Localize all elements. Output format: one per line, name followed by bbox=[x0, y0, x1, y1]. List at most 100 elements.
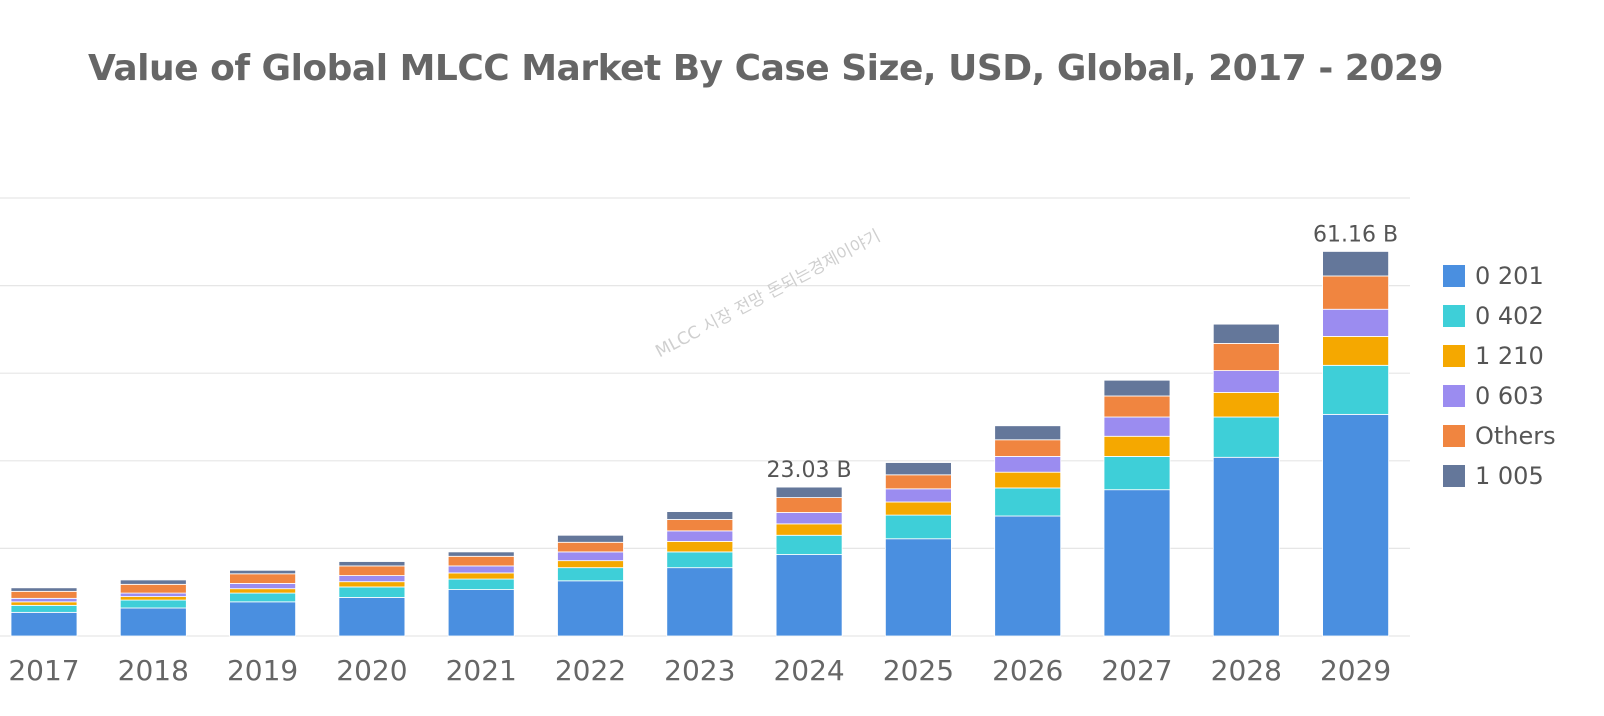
bar-segment bbox=[10, 587, 78, 592]
bar-segment bbox=[666, 567, 734, 637]
x-tick-label: 2017 bbox=[8, 654, 79, 687]
x-tick-label: 2018 bbox=[118, 654, 189, 687]
x-tick-label: 2029 bbox=[1320, 654, 1391, 687]
bar-segment bbox=[229, 601, 297, 637]
x-tick-label: 2025 bbox=[883, 654, 954, 687]
bar-segment bbox=[338, 565, 406, 576]
bar-segment bbox=[775, 534, 843, 555]
bar-segment bbox=[775, 554, 843, 637]
legend-label: 0 402 bbox=[1475, 302, 1544, 330]
bar-segment bbox=[557, 551, 624, 562]
bar-segment bbox=[1103, 395, 1171, 418]
bar-segment bbox=[338, 597, 406, 637]
bar-segment bbox=[119, 607, 187, 637]
bar-segment bbox=[557, 580, 624, 637]
chart-title: Value of Global MLCC Market By Case Size… bbox=[88, 48, 1444, 89]
legend-item: 0 603 bbox=[1443, 376, 1556, 416]
bar-segment bbox=[1103, 435, 1171, 457]
bar-segment bbox=[557, 560, 624, 569]
bar-segment bbox=[1212, 392, 1280, 418]
bar-segment bbox=[1212, 370, 1280, 393]
x-tick-label: 2020 bbox=[336, 654, 407, 687]
bar-segment bbox=[1322, 413, 1389, 637]
legend-item: Others bbox=[1443, 416, 1556, 456]
legend-swatch bbox=[1443, 465, 1465, 487]
legend-swatch bbox=[1443, 265, 1465, 287]
legend-swatch bbox=[1443, 385, 1465, 407]
bar-segment bbox=[557, 567, 624, 582]
bar-segment bbox=[338, 561, 406, 567]
bar-segment bbox=[885, 514, 952, 540]
bar-segment bbox=[119, 599, 187, 609]
legend-item: 1 005 bbox=[1443, 456, 1556, 496]
x-tick-label: 2022 bbox=[555, 654, 626, 687]
bar-segment bbox=[447, 572, 515, 580]
total-label: 23.03 B bbox=[767, 458, 852, 483]
bar-segment bbox=[557, 534, 624, 543]
bar-segment bbox=[666, 540, 734, 553]
bar-segment bbox=[1103, 416, 1171, 437]
legend-swatch bbox=[1443, 305, 1465, 327]
bar-segment bbox=[229, 569, 297, 575]
bar-segment bbox=[666, 511, 734, 520]
bar-segment bbox=[666, 530, 734, 542]
x-tick-label: 2026 bbox=[992, 654, 1063, 687]
bar-segment bbox=[10, 604, 78, 613]
bar-segment bbox=[229, 592, 297, 603]
bar-segment bbox=[119, 583, 187, 594]
bar-segment bbox=[775, 497, 843, 513]
bar-segment bbox=[1212, 323, 1280, 344]
bar-segment bbox=[10, 611, 78, 637]
x-tick-label: 2024 bbox=[773, 654, 844, 687]
x-tick-label: 2023 bbox=[664, 654, 735, 687]
bar-segment bbox=[775, 486, 843, 498]
bar-segment bbox=[1212, 343, 1280, 371]
bar-segment bbox=[447, 578, 515, 590]
bar-segment bbox=[994, 487, 1062, 517]
bar-segment bbox=[557, 541, 624, 553]
total-labels: 23.03 B 61.16 B bbox=[767, 222, 1399, 483]
bar-segment bbox=[229, 588, 297, 594]
bar-segment bbox=[775, 523, 843, 536]
legend: 0 201 0 402 1 210 0 603 Others 1 005 bbox=[1443, 256, 1556, 496]
bar-segment bbox=[885, 538, 952, 637]
x-tick-label: 2027 bbox=[1101, 654, 1172, 687]
bar-segment bbox=[1322, 336, 1389, 366]
x-axis-tick-labels: 2017 2018 2019 2020 2021 2022 2023 2024 2025 2026… bbox=[8, 654, 1391, 687]
bar-segment bbox=[885, 462, 952, 476]
bar-segment bbox=[338, 586, 406, 598]
bar-segment bbox=[10, 601, 78, 606]
bar-segment bbox=[1103, 456, 1171, 491]
bar-segment bbox=[885, 488, 952, 503]
bar-segment bbox=[666, 551, 734, 569]
bar-segment bbox=[1212, 416, 1280, 458]
total-label: 61.16 B bbox=[1313, 222, 1398, 247]
legend-label: Others bbox=[1475, 422, 1556, 450]
legend-swatch bbox=[1443, 425, 1465, 447]
x-tick-label: 2028 bbox=[1211, 654, 1282, 687]
legend-label: 0 201 bbox=[1475, 262, 1544, 290]
bar-segment bbox=[1212, 456, 1280, 637]
bar-segment bbox=[885, 501, 952, 516]
bar-segment bbox=[119, 592, 187, 597]
x-tick-label: 2021 bbox=[446, 654, 517, 687]
bar-segment bbox=[119, 579, 187, 585]
bar-segment bbox=[666, 519, 734, 532]
bar-segment bbox=[338, 581, 406, 588]
bar-segment bbox=[10, 597, 78, 603]
bar-segment bbox=[994, 425, 1062, 441]
bar-segment bbox=[1322, 308, 1389, 337]
legend-swatch bbox=[1443, 345, 1465, 367]
bar-segment bbox=[885, 474, 952, 490]
bar-segment bbox=[447, 551, 515, 557]
bar-segment bbox=[1103, 489, 1171, 637]
legend-label: 0 603 bbox=[1475, 382, 1544, 410]
bar-segment bbox=[994, 439, 1062, 457]
bar-segment bbox=[10, 590, 78, 599]
bar-segment bbox=[1103, 379, 1171, 397]
bar-segment bbox=[994, 515, 1062, 637]
bar-segment bbox=[447, 565, 515, 574]
bar-segment bbox=[1322, 251, 1389, 277]
bars bbox=[10, 251, 1389, 637]
